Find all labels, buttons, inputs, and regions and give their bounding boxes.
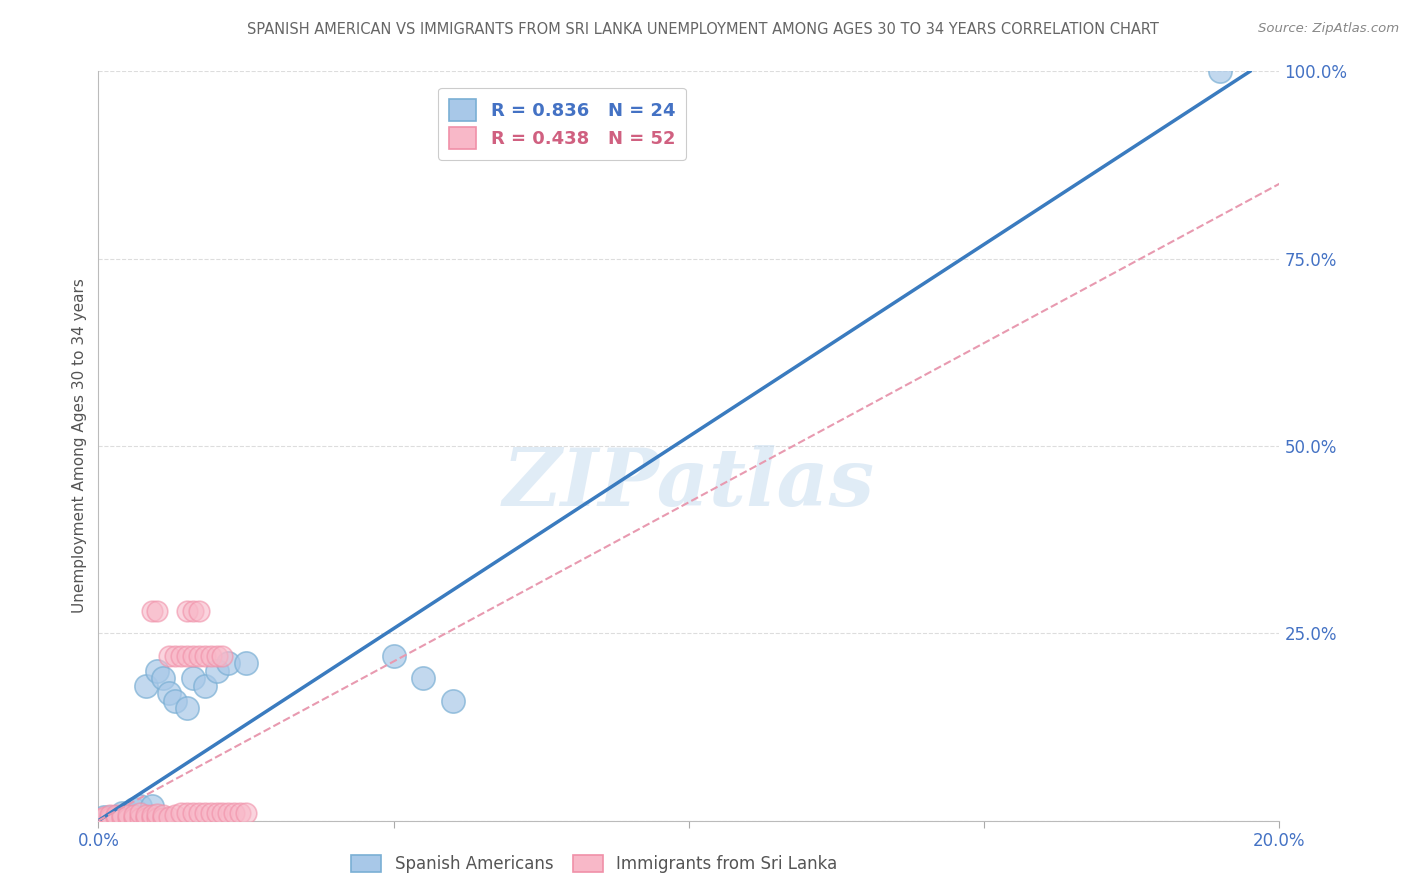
Point <box>117 811 139 825</box>
Point <box>187 648 209 663</box>
Point <box>181 604 204 618</box>
Point <box>176 604 198 618</box>
Point <box>128 806 150 821</box>
Point <box>170 648 193 663</box>
Point <box>152 671 174 685</box>
Point <box>194 679 217 693</box>
Point <box>165 648 187 663</box>
Point <box>181 671 204 685</box>
Point <box>165 694 187 708</box>
Point <box>128 811 150 825</box>
Point <box>200 648 222 663</box>
Point <box>122 807 145 822</box>
Point <box>141 807 163 822</box>
Point <box>141 604 163 618</box>
Point <box>176 648 198 663</box>
Point <box>157 648 180 663</box>
Text: SPANISH AMERICAN VS IMMIGRANTS FROM SRI LANKA UNEMPLOYMENT AMONG AGES 30 TO 34 Y: SPANISH AMERICAN VS IMMIGRANTS FROM SRI … <box>247 22 1159 37</box>
Point <box>105 810 128 824</box>
Point <box>146 811 169 825</box>
Point <box>135 811 157 825</box>
Point <box>170 806 193 821</box>
Point <box>187 806 209 821</box>
Point <box>117 807 139 822</box>
Point <box>205 648 228 663</box>
Point <box>152 811 174 825</box>
Point <box>1209 64 1232 78</box>
Point <box>382 648 405 663</box>
Point <box>181 806 204 821</box>
Point <box>93 811 115 825</box>
Point <box>217 657 239 671</box>
Point <box>141 811 163 825</box>
Point <box>146 604 169 618</box>
Point <box>157 686 180 700</box>
Point <box>205 806 228 821</box>
Point <box>111 811 134 825</box>
Legend: Spanish Americans, Immigrants from Sri Lanka: Spanish Americans, Immigrants from Sri L… <box>344 848 845 880</box>
Point <box>441 694 464 708</box>
Point <box>211 648 233 663</box>
Point <box>105 810 128 824</box>
Point <box>141 798 163 813</box>
Point <box>128 798 150 813</box>
Point <box>146 806 169 821</box>
Point <box>105 810 128 824</box>
Point <box>87 812 110 826</box>
Point <box>181 648 204 663</box>
Point <box>205 664 228 678</box>
Point <box>111 808 134 822</box>
Point <box>98 811 121 825</box>
Point <box>176 806 198 821</box>
Point <box>176 701 198 715</box>
Text: Source: ZipAtlas.com: Source: ZipAtlas.com <box>1258 22 1399 36</box>
Point <box>93 810 115 824</box>
Point <box>93 810 115 824</box>
Y-axis label: Unemployment Among Ages 30 to 34 years: Unemployment Among Ages 30 to 34 years <box>72 278 87 614</box>
Point <box>217 806 239 821</box>
Point <box>200 806 222 821</box>
Point <box>235 806 257 821</box>
Point <box>194 806 217 821</box>
Point <box>105 807 128 822</box>
Point <box>235 657 257 671</box>
Point <box>165 807 187 822</box>
Point <box>211 806 233 821</box>
Point <box>412 671 434 685</box>
Point <box>98 807 121 822</box>
Point <box>224 806 246 821</box>
Point <box>135 679 157 693</box>
Point <box>229 806 252 821</box>
Point <box>157 810 180 824</box>
Point <box>152 807 174 822</box>
Point <box>146 664 169 678</box>
Point <box>135 807 157 822</box>
Text: ZIPatlas: ZIPatlas <box>503 445 875 522</box>
Point <box>117 806 139 821</box>
Point <box>111 806 134 821</box>
Point <box>122 802 145 816</box>
Point <box>187 604 209 618</box>
Point <box>98 810 121 824</box>
Point <box>122 811 145 825</box>
Point <box>194 648 217 663</box>
